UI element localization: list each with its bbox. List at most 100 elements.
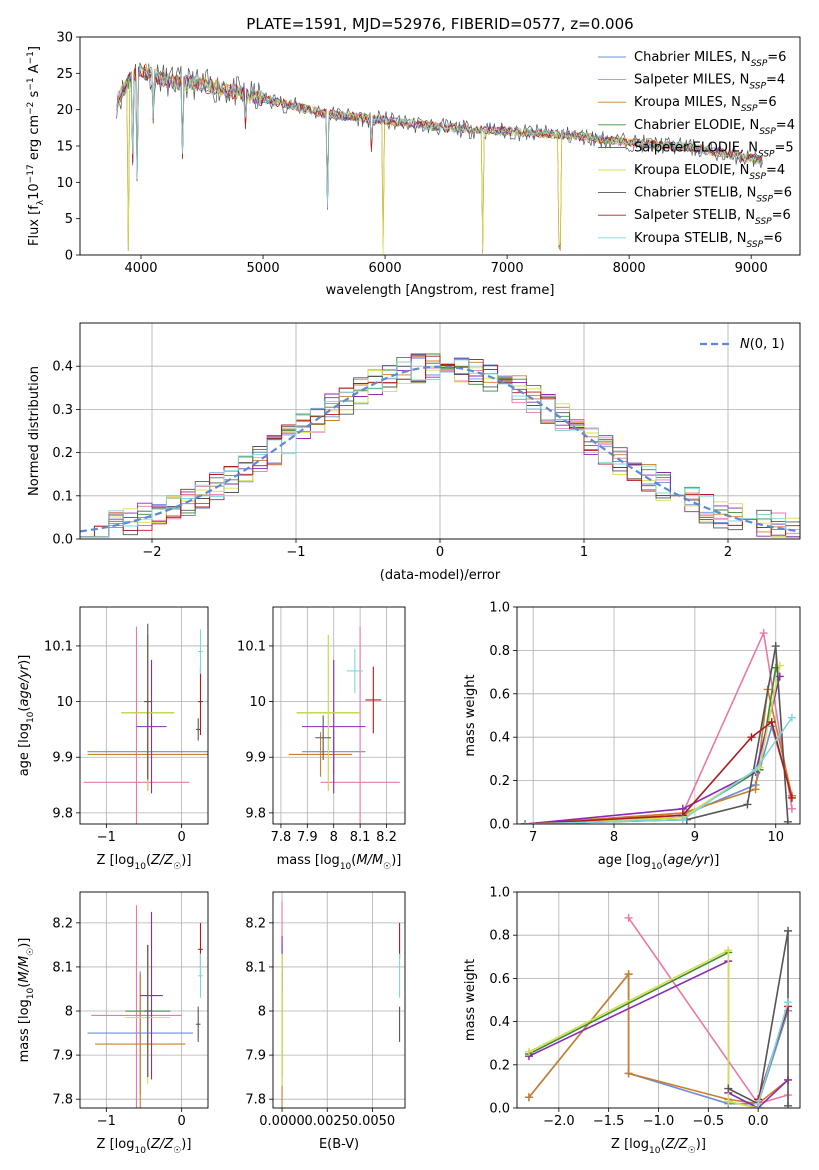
x-tick-label: 10 [767, 830, 784, 845]
weight-marker-kroupa_stelib [678, 815, 687, 824]
label-part: mass [log [17, 999, 32, 1062]
weight-line-kroupa_miles [525, 689, 793, 824]
y-tick-label: 10 [249, 695, 266, 710]
weight-line-kroupa_miles [528, 971, 789, 1105]
legend-label: Kroupa ELODIE, NSSP=4 [634, 163, 785, 182]
y-tick-label: 7.9 [245, 1049, 266, 1064]
weight-marker-kroupa_stelib [784, 998, 793, 1007]
x-tick-label: 0.0000 [259, 1114, 305, 1129]
label-part: Kroupa ELODIE, N [634, 163, 749, 178]
label-part: )] [181, 853, 191, 868]
label-part: =6 [763, 231, 782, 246]
weight-line-kroupa_stelib [757, 1001, 789, 1104]
spectrum-line-salpeter_stelib [116, 65, 763, 209]
weight-marker-salpeter_stelib [747, 733, 756, 742]
y-tick-label: 8.1 [245, 960, 266, 975]
label-part: Z [log [611, 1137, 649, 1152]
label-part: Z/Z [150, 853, 174, 868]
y-tick-label: 15 [56, 140, 73, 155]
weight-marker-salpeter_stelib [767, 718, 776, 727]
plot-area [116, 62, 763, 255]
label-part: ( [146, 1137, 151, 1152]
weight-line-chabrier_stelib [727, 930, 789, 1106]
x-axis-label: E(B-V) [319, 1137, 359, 1152]
label-part: Salpeter ELODIE, N [634, 140, 758, 155]
x-tick-label: 2 [724, 545, 732, 560]
y-tick-label: 10.1 [44, 639, 73, 654]
legend-label: Chabrier MILES, NSSP=6 [634, 50, 786, 69]
legend-label: N(0, 1) [740, 337, 785, 352]
legend-label: Kroupa MILES, NSSP=6 [634, 95, 777, 114]
y-tick-label: 0.6 [489, 687, 510, 702]
axes-frame [516, 606, 801, 825]
weight-marker-chabrier_elodie [771, 663, 780, 672]
y-tick-label: 25 [56, 67, 73, 82]
axes-frame [79, 606, 209, 825]
label-part: 10 [26, 711, 36, 723]
x-tick-label: 9000 [735, 261, 768, 276]
label-part: SSP [759, 127, 776, 137]
label-part: ( [17, 707, 32, 712]
label-part: (0, 1) [750, 337, 785, 352]
panel-residuals: −2 −1 0 1 2 0.0 0.1 0.2 0.3 0.4 (data-model)/error… [27, 322, 801, 583]
x-tick-label: 0.0025 [304, 1114, 350, 1129]
y-tick-label: 9.9 [52, 751, 73, 766]
x-tick-label: −1 [97, 830, 116, 845]
label-part: ( [662, 853, 667, 868]
label-part: SSP [755, 217, 772, 227]
y-tick-label: 0.0 [489, 818, 510, 833]
label-part: ☉ [383, 862, 391, 872]
axes-frame [516, 891, 801, 1109]
y-tick-label: 0.8 [489, 644, 510, 659]
plot-area [521, 629, 796, 824]
label-part: N [740, 337, 750, 352]
axes-frame [272, 891, 406, 1109]
label-part: ☉ [688, 1146, 696, 1156]
label-part: )] [17, 655, 32, 665]
x-tick-label: −1.0 [643, 1114, 675, 1129]
y-axis-label: mass weight [463, 674, 478, 756]
label-part: λ [36, 199, 46, 205]
weight-marker-kroupa_miles [751, 785, 760, 794]
y-tick-label: 0.3 [52, 403, 73, 418]
charts-layer: 4000 5000 6000 7000 8000 9000051015202530wave… [17, 31, 801, 1156]
label-part: age/yr [667, 853, 710, 868]
x-axis-label: Z [log10(Z/Z☉)] [97, 853, 192, 872]
plot-area [288, 626, 400, 824]
label-part: 10 [26, 987, 36, 999]
weight-line-salpeter_elodie [525, 676, 781, 824]
x-tick-label: −1.5 [593, 1114, 625, 1129]
weight-marker-chabrier_stelib [724, 1084, 733, 1093]
x-tick-label: 0.0050 [350, 1114, 396, 1129]
plot-area [87, 905, 203, 1108]
x-tick-label: 6000 [369, 261, 402, 276]
spectrum-line-salpeter_miles [116, 65, 763, 210]
label-part: Z [log [97, 853, 135, 868]
x-tick-label: 1 [580, 545, 588, 560]
x-tick-label: 7000 [491, 261, 524, 276]
figure-title: PLATE=1591, MJD=52976, FIBERID=0577, z=0… [246, 15, 633, 33]
y-tick-label: 0 [65, 249, 73, 264]
y-tick-label: 0.0 [52, 533, 73, 548]
label-part: =5 [774, 140, 793, 155]
label-part: SSP [756, 195, 773, 205]
label-part: =4 [776, 118, 795, 133]
y-tick-label: 1.0 [489, 886, 510, 901]
label-part: SSP [751, 59, 768, 69]
legend-label: Kroupa STELIB, NSSP=6 [634, 231, 782, 250]
x-tick-label: 8 [610, 830, 618, 845]
weight-line-chabrier_stelib [525, 645, 789, 824]
x-axis-label: (data-model)/error [380, 568, 501, 583]
y-tick-label: 9.8 [245, 806, 266, 821]
weight-marker-kroupa_elodie [524, 1047, 533, 1056]
panel-weight_vs_Z: −2.0 −1.5 −1.0 −0.5 0.0 0.0 0.2 0.4 0.6 0.8 1.0 Z [… [463, 886, 801, 1156]
x-axis-label: Z [log10(Z/Z☉)] [97, 1137, 192, 1156]
weight-line-chabrier_elodie [528, 951, 759, 1108]
y-tick-label: 0.2 [52, 446, 73, 461]
panel-mass_vs_ebv: 0.0000 0.0025 0.0050 7.8 7.9 8 8.1 8.2 E(B-V) [245, 891, 406, 1152]
spectrum-line-kroupa_stelib [116, 65, 763, 209]
label-part: =6 [757, 95, 776, 110]
weight-marker-chabrier_stelib [784, 926, 793, 935]
y-tick-label: 0.2 [489, 1058, 510, 1073]
x-axis-label: age [log10(age/yr)] [598, 853, 720, 872]
